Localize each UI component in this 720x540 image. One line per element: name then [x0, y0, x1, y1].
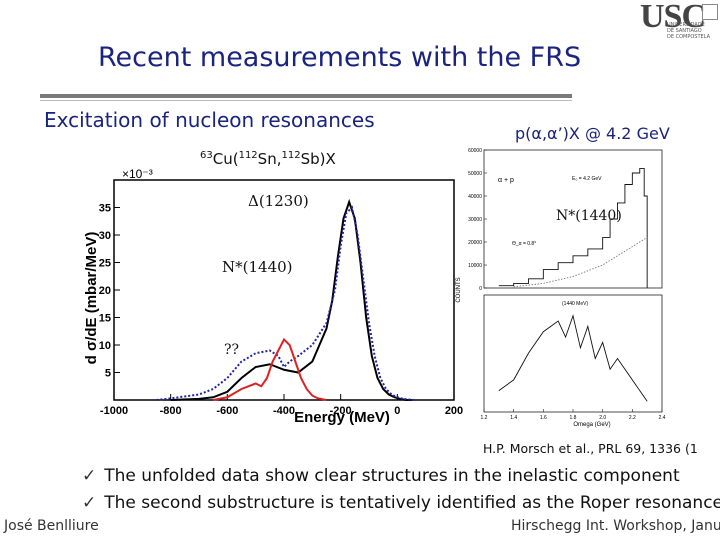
logo-subtitle-line: UNIVERSIDADE	[667, 22, 705, 28]
plot-frame	[113, 179, 455, 401]
x-tick-label: -800	[160, 405, 182, 417]
lower-frame	[483, 294, 663, 413]
series-line-0	[498, 167, 648, 288]
x-tick-label: 2.0	[599, 415, 606, 421]
x-tick-label: -400	[273, 405, 295, 417]
x-tick-label: 2.2	[629, 415, 636, 421]
citation: H.P. Morsch et al., PRL 69, 1336 (1	[483, 441, 698, 456]
right-chart-lower-panel: 1.2 1.4 1.6 1.8 2.0 2.2 2.4	[481, 294, 666, 421]
reaction-label-left: 63Cu(112Sn,112Sb)X	[200, 150, 336, 168]
left-chart-axes: -1000 -800 -600 -400 -200 0 200 5 10 15 20 25 30 35	[99, 179, 463, 417]
series-line-1	[513, 237, 648, 288]
y-tick-label: 30000	[468, 217, 482, 223]
y-tick-label: 0	[479, 286, 482, 292]
bullet-text: The unfolded data show clear structures …	[104, 466, 680, 486]
x-tick-label: 1.8	[570, 415, 577, 421]
reaction-part: Cu(	[212, 150, 239, 168]
x-tick-label: 0	[394, 405, 400, 417]
title-underline-thin	[40, 100, 572, 101]
y-tick-label: 15	[99, 313, 111, 325]
left-chart-ylabel: d σ/dE (mbar/MeV)	[83, 232, 100, 365]
left-chart: -1000 -800 -600 -400 -200 0 200 5 10 15 20 25 30 35 d…	[83, 168, 463, 426]
bullet-item: ✓ The second substructure is tentatively …	[82, 493, 720, 513]
y-tick-label: 60000	[468, 148, 482, 154]
section-subtitle: Excitation of nucleon resonances	[44, 108, 375, 132]
bullet-text: The second substructure is tentatively i…	[104, 493, 720, 513]
checkmark-icon: ✓	[82, 493, 97, 513]
y-tick-label: 5	[105, 368, 111, 380]
usc-logo: USC UNIVERSIDADE DE SANTIAGO DE COMPOSTE…	[640, 0, 719, 50]
mass-number: 63	[200, 150, 213, 161]
x-tick-label: 1.2	[481, 415, 488, 421]
logo-seal-icon	[702, 4, 718, 20]
x-tick-label: 1.4	[510, 415, 517, 421]
nstar-annotation: N*(1440)	[222, 258, 293, 276]
right-chart-axes: 0 10000 20000 30000 40000 50000 60000	[468, 148, 663, 292]
x-tick-label: -600	[216, 405, 238, 417]
y-tick-label: 40000	[468, 194, 482, 200]
x-tick-label: -200	[330, 405, 352, 417]
footer-event: Hirschegg Int. Workshop, Janua	[511, 518, 720, 534]
right-chart-energy-label: E₀ = 4.2 GeV	[572, 176, 602, 182]
series-line-0	[170, 198, 412, 401]
y-tick-label: 50000	[468, 171, 482, 177]
logo-subtitle-line: DE COMPOSTELA	[667, 34, 710, 40]
logo-text: USC	[640, 0, 706, 35]
right-chart-legend: α + p	[498, 177, 514, 184]
right-chart-ylabel: COUNTS	[456, 277, 462, 302]
right-nstar-annotation: N*(1440)	[556, 208, 622, 224]
right-chart-series	[498, 167, 648, 288]
reaction-part: Sn,	[257, 150, 282, 168]
series-line-2	[212, 337, 327, 401]
left-chart-xlabel: Energy (MeV)	[294, 409, 390, 426]
slide-title: Recent measurements with the FRS	[98, 42, 582, 73]
delta-annotation: Δ(1230)	[248, 192, 309, 210]
bullet-item: ✓ The unfolded data show clear structures…	[82, 466, 680, 486]
mass-number: 112	[238, 150, 258, 161]
y-tick-label: 20000	[468, 240, 482, 246]
x-tick-label: -1000	[100, 405, 128, 417]
y-tick-label: 30	[99, 230, 111, 242]
mass-number: 112	[281, 150, 301, 161]
y-tick-label: 25	[99, 258, 111, 270]
y-tick-label: 20	[99, 285, 111, 297]
reaction-label-right: p(α,α’)X @ 4.2 GeV	[515, 124, 670, 143]
x-tick-label: 1.6	[540, 415, 547, 421]
reaction-part: Sb)X	[300, 150, 336, 168]
logo-subtitle: UNIVERSIDADE DE SANTIAGO DE COMPOSTELA	[667, 22, 719, 40]
logo-subtitle-line: DE SANTIAGO	[667, 28, 702, 34]
y-tick-label: 35	[99, 203, 111, 215]
title-underline	[40, 94, 572, 98]
right-chart-angle-label: Θ_α = 0.8°	[512, 241, 536, 247]
unknown-annotation: ??	[224, 342, 239, 358]
series-line-1	[156, 205, 415, 401]
left-chart-series	[156, 198, 415, 401]
right-chart-xlabel: Omega (GeV)	[573, 422, 610, 428]
left-chart-exponent: ×10⁻³	[122, 168, 153, 181]
y-tick-label: 10	[99, 340, 111, 352]
footer-author: José Benlliure	[4, 518, 99, 534]
x-tick-label: 200	[445, 405, 463, 417]
x-tick-label: 2.4	[659, 415, 666, 421]
y-tick-label: 10000	[468, 263, 482, 269]
lower-series-line	[498, 314, 648, 402]
right-chart-lower-label: (1440 MeV)	[562, 301, 588, 307]
checkmark-icon: ✓	[82, 466, 97, 486]
